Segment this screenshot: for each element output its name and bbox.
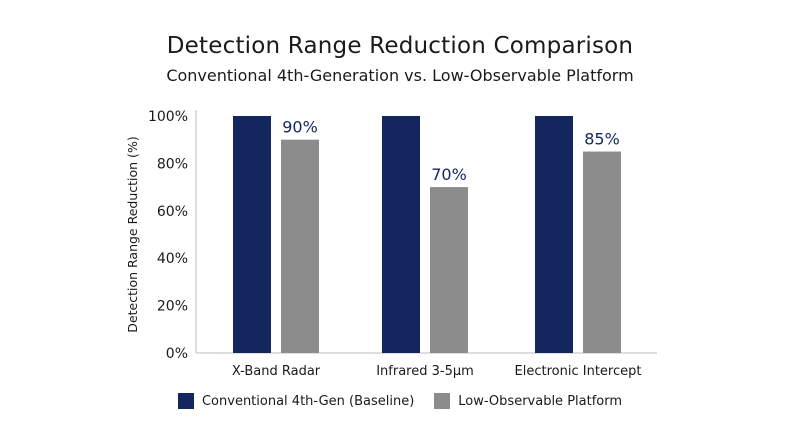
legend-item-low-observable: Low-Observable Platform — [434, 393, 622, 409]
y-tick-label: 40% — [157, 251, 188, 267]
bar-baseline — [535, 116, 573, 353]
bar-low-observable — [583, 151, 621, 353]
legend-label-baseline: Conventional 4th-Gen (Baseline) — [201, 393, 415, 409]
y-tick-label: 60% — [157, 204, 188, 220]
legend-item-baseline: Conventional 4th-Gen (Baseline) — [177, 393, 415, 409]
legend-swatch-baseline — [177, 393, 194, 409]
chart-subtitle: Conventional 4th-Generation vs. Low-Obse… — [166, 66, 634, 85]
y-tick-label: 20% — [157, 299, 188, 315]
bar-baseline — [233, 116, 271, 353]
x-tick-label: X-Band Radar — [232, 364, 321, 379]
legend: Conventional 4th-Gen (Baseline) Low-Obse… — [0, 393, 800, 409]
data-label: 70% — [431, 165, 467, 184]
y-axis-title: Detection Range Reduction (%) — [125, 136, 140, 332]
chart-title: Detection Range Reduction Comparison — [166, 33, 634, 59]
bar-low-observable — [430, 187, 468, 353]
data-label: 90% — [282, 118, 318, 137]
data-label: 85% — [584, 130, 620, 149]
bar-baseline — [382, 116, 420, 353]
x-tick-label: Infrared 3-5μm — [376, 364, 474, 379]
bar-low-observable — [281, 139, 319, 353]
legend-swatch-low-observable — [434, 393, 451, 409]
x-tick-label: Electronic Intercept — [515, 364, 642, 379]
y-tick-label: 100% — [148, 109, 188, 125]
y-tick-label: 0% — [166, 346, 188, 362]
y-tick-label: 80% — [157, 156, 188, 172]
legend-label-low-observable: Low-Observable Platform — [458, 393, 623, 409]
